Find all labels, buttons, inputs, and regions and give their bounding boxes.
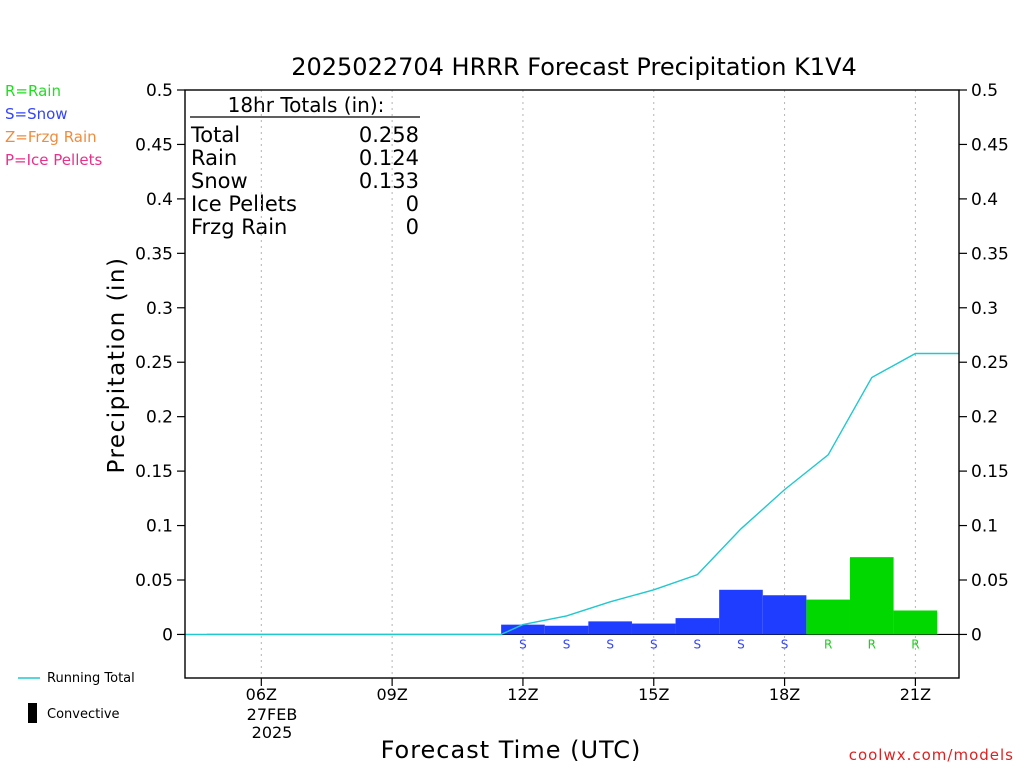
x-tick-label: 21Z [900,685,931,704]
y-tick-label-left: 0.25 [135,353,173,373]
totals-row-value: 0 [406,215,419,239]
y-axis-label: Precipitation (in) [104,257,130,474]
totals-heading: 18hr Totals (in): [228,93,385,117]
plot-frame [184,89,960,679]
bar-type-label: S [737,637,745,651]
y-tick-label-left: 0.5 [146,81,173,101]
y-tick-label-left: 0.15 [135,462,173,482]
precip-bar [631,623,676,635]
y-tick-label-right: 0.15 [971,462,1009,482]
y-tick-label-left: 0.1 [146,517,173,537]
totals-row-value: 0.258 [359,123,419,147]
type-legend-entry: R=Rain [5,82,61,100]
date-year-label: 2025 [252,723,293,742]
totals-row-value: 0 [406,192,419,216]
precip-bar [893,610,938,635]
y-tick-label-right: 0.3 [971,299,998,319]
bar-type-label: S [606,637,614,651]
y-tick-label-left: 0.2 [146,408,173,428]
x-tick-label: 15Z [638,685,669,704]
y-tick-label-right: 0.5 [971,81,998,101]
type-legend-entry: P=Ice Pellets [5,151,102,169]
convective-legend-swatch [28,703,37,723]
y-tick-label-right: 0.25 [971,353,1009,373]
x-tick-label: 12Z [507,685,538,704]
precip-bar [544,625,589,635]
totals-row-value: 0.133 [359,169,419,193]
precip-bar [762,595,807,635]
grid-lines [206,90,959,678]
totals-row-label: Rain [191,146,237,170]
totals-row-label: Ice Pellets [191,192,297,216]
precip-bar [849,557,894,635]
y-axis-left: 0.5 0.45 0.4 0.35 0.3 0.25 0.2 0.15 0.1 0.05 0 [135,81,185,645]
type-legend-entry: S=Snow [5,105,68,123]
y-tick-label-right: 0 [971,625,982,645]
y-tick-label-left: 0 [162,625,173,645]
running-total-legend-label: Running Total [47,671,135,686]
y-tick-label-left: 0.45 [135,135,173,155]
x-axis: 06Z 09Z 12Z 15Z 18Z 21Z [246,678,931,704]
y-tick-label-right: 0.05 [971,571,1009,591]
y-tick-label-left: 0.3 [146,299,173,319]
totals-row-value: 0.124 [359,146,419,170]
date-day-label: 27FEB [247,705,298,724]
running-total-line [185,352,959,636]
credit-text: coolwx.com/models [849,746,1014,764]
y-tick-label-left: 0.35 [135,244,173,264]
chart-title: 2025022704 HRRR Forecast Precipitation K… [291,53,857,81]
bar-type-label: R [868,637,876,651]
precip-bar [806,599,850,635]
totals-row-label: Frzg Rain [191,215,287,239]
precip-bars [501,557,938,635]
y-tick-label-right: 0.1 [971,517,998,537]
precip-bar [501,624,545,635]
type-legend-entry: Z=Frzg Rain [5,128,97,146]
x-axis-label: Forecast Time (UTC) [381,736,642,764]
precip-bar [719,589,763,635]
bar-type-label: S [650,637,658,651]
y-axis-right: 0.5 0.45 0.4 0.35 0.3 0.25 0.2 0.15 0.1 0.05 0 [959,81,1009,645]
bar-type-label: S [563,637,571,651]
bar-type-label: R [824,637,832,651]
y-tick-label-right: 0.2 [971,408,998,428]
line-legend: Running Total Convective [18,671,135,723]
bar-type-label: S [781,637,789,651]
y-tick-label-left: 0.4 [146,190,173,210]
y-tick-label-left: 0.05 [135,571,173,591]
x-tick-label: 09Z [376,685,407,704]
bar-type-label: S [519,637,527,651]
precip-bar [675,618,720,635]
y-tick-label-right: 0.45 [971,135,1009,155]
precip-type-legend: R=Rain S=Snow Z=Frzg Rain P=Ice Pellets [5,82,102,169]
totals-row-label: Total [190,123,240,147]
precip-bar [588,621,632,635]
y-tick-label-right: 0.35 [971,244,1009,264]
totals-box: 18hr Totals (in): Total 0.258 Rain 0.124 Sno… [190,93,420,239]
totals-row-label: Snow [191,169,248,193]
convective-legend-label: Convective [47,707,120,722]
bar-type-label: R [911,637,919,651]
x-tick-label: 18Z [769,685,800,704]
x-tick-label: 06Z [246,685,277,704]
bar-type-label: S [694,637,702,651]
totals-rows: Total 0.258 Rain 0.124 Snow 0.133 Ice Pellets 0… [190,123,419,239]
y-tick-label-right: 0.4 [971,190,998,210]
